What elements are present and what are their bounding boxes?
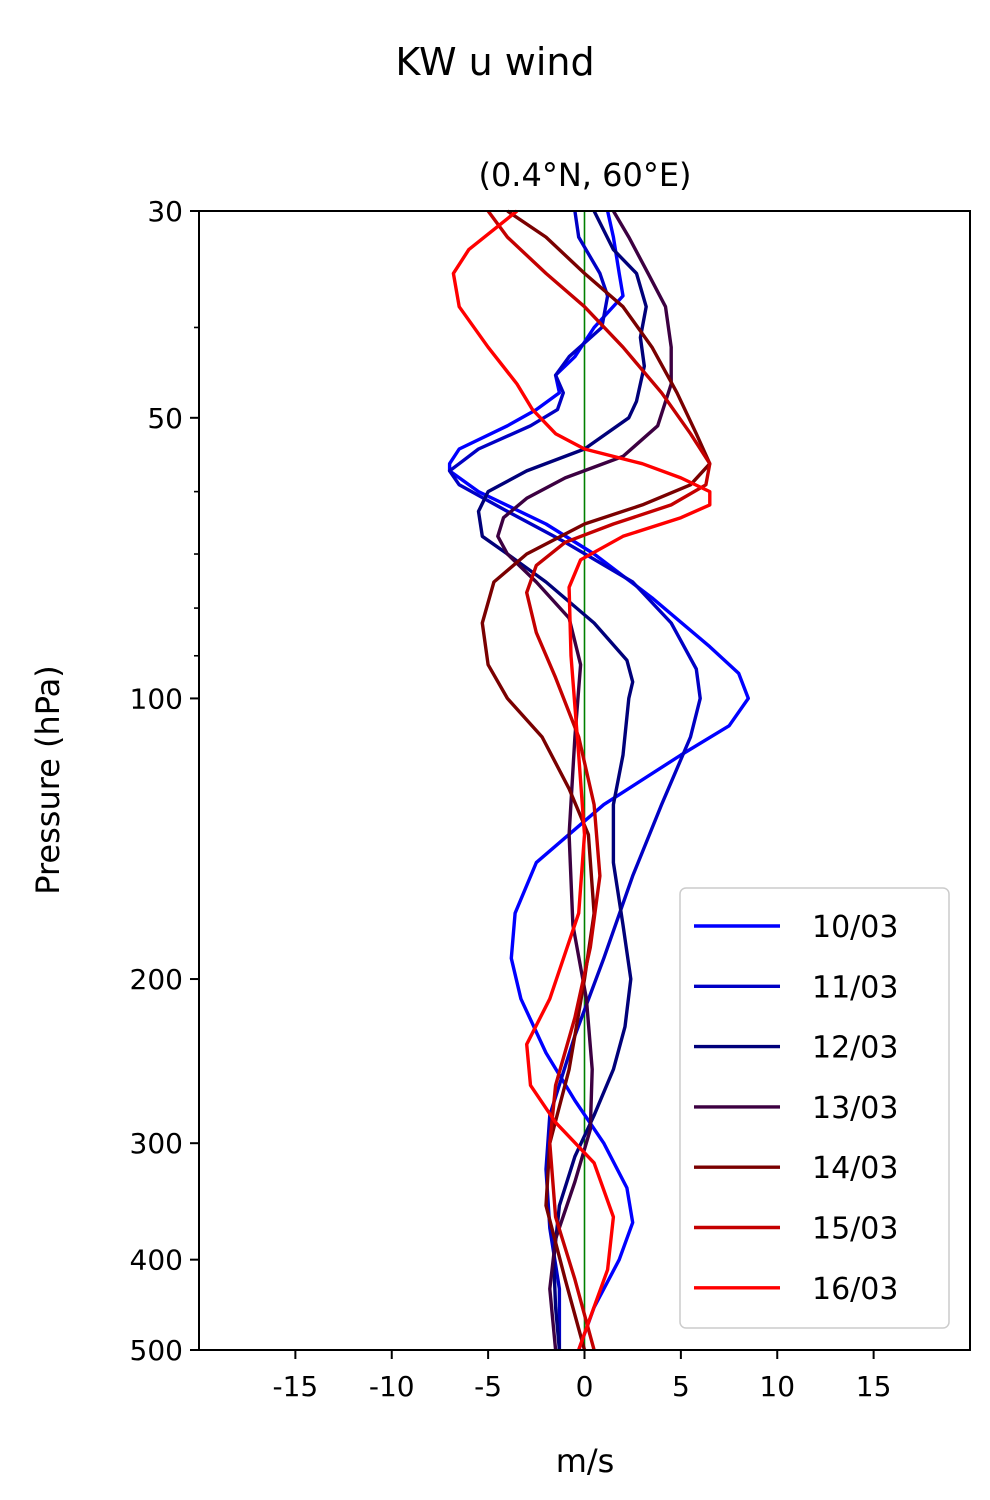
x-tick-label: -5 (474, 1370, 502, 1403)
x-tick-label: 15 (856, 1370, 892, 1403)
legend-label: 12/03 (812, 1031, 898, 1066)
legend-frame (679, 887, 950, 1329)
legend: 10/03 11/03 12/03 13/03 14/03 15/03 16/03 (679, 887, 950, 1329)
y-tick-label: 30 (147, 195, 183, 228)
series-layer (447, 209, 750, 1351)
x-tick-label: 5 (672, 1370, 690, 1403)
legend-label: 16/03 (812, 1272, 898, 1307)
legend-label: 10/03 (812, 910, 898, 945)
legend-label: 15/03 (812, 1212, 898, 1247)
y-tick-label: 300 (130, 1127, 183, 1160)
x-tick-label: 10 (759, 1370, 795, 1403)
y-tick-label: 500 (130, 1334, 183, 1367)
x-axis-ticks: -15 -10 -5 0 5 10 15 (273, 1350, 892, 1403)
x-tick-label: -15 (273, 1370, 319, 1403)
y-axis-label: Pressure (hPa) (29, 665, 67, 895)
series-line-7 (451, 209, 712, 1351)
legend-label: 14/03 (812, 1151, 898, 1186)
y-tick-label: 400 (130, 1244, 183, 1277)
series-line-5 (480, 209, 712, 1351)
legend-label: 13/03 (812, 1091, 898, 1126)
figure-suptitle: KW u wind (395, 40, 594, 84)
y-axis-ticks: 30 50 100 200 300 400 500 (130, 195, 199, 1367)
series-line-6 (486, 209, 712, 1351)
series-line-4 (496, 210, 673, 1351)
x-tick-label: 0 (576, 1370, 594, 1403)
x-axis-label: m/s (556, 1442, 615, 1480)
y-tick-label: 100 (130, 682, 183, 715)
series-line-2 (447, 210, 702, 1350)
x-tick-label: -10 (369, 1370, 415, 1403)
legend-label: 11/03 (812, 970, 898, 1005)
y-tick-label: 50 (147, 402, 183, 435)
y-tick-label: 200 (130, 963, 183, 996)
axes-title: (0.4°N, 60°E) (478, 156, 691, 194)
